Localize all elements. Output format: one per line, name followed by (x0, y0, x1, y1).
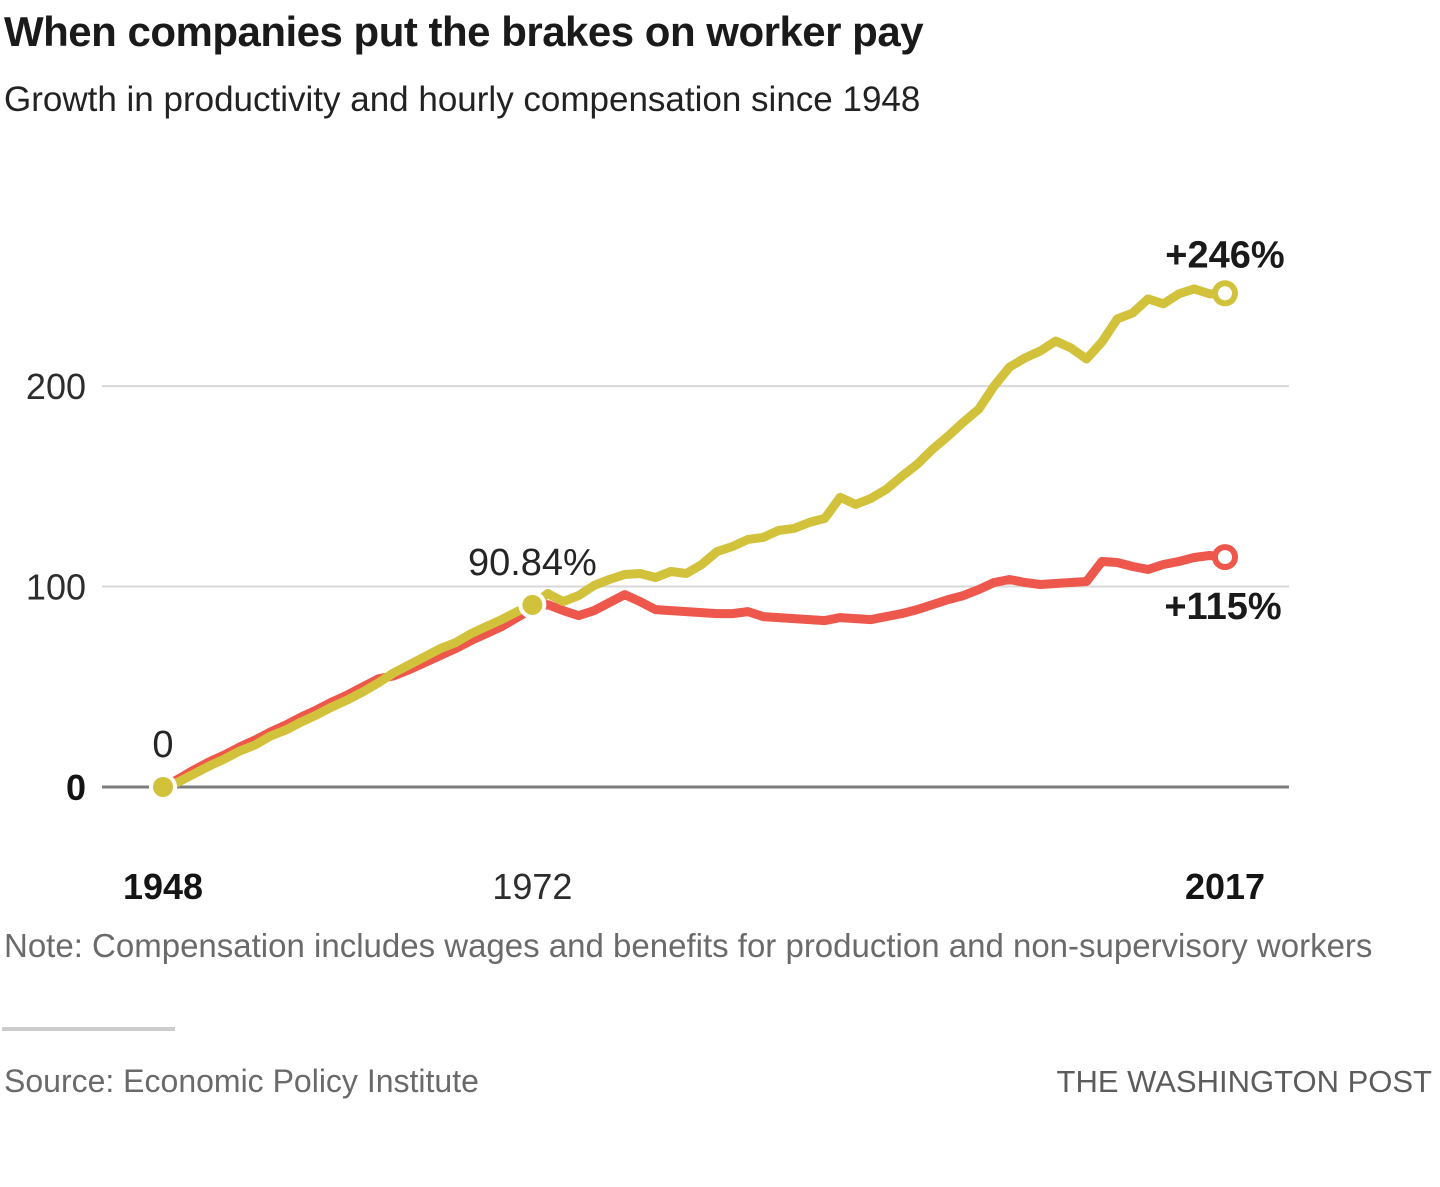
publisher-credit: THE WASHINGTON POST (1056, 1064, 1432, 1099)
footer-divider (2, 1027, 175, 1031)
source-row: Source: Economic Policy Institute THE WA… (4, 1063, 1432, 1100)
productivity-marker-dot-1972 (522, 594, 543, 615)
chart-subtitle: Growth in productivity and hourly compen… (4, 80, 921, 119)
x-tick-label-1972: 1972 (492, 866, 572, 907)
source-text: Source: Economic Policy Institute (4, 1063, 479, 1099)
line-chart: 0 100 200 1948 1972 2017 0 90.84% +246% +115% (26, 234, 1289, 907)
annotation-115: +115% (1164, 586, 1281, 628)
x-tick-label-2017: 2017 (1185, 866, 1265, 907)
y-tick-label-0: 0 (66, 767, 86, 808)
hourly_compensation-line (158, 551, 1230, 792)
productivity-marker-dot-1948 (153, 777, 173, 797)
productivity-end-circle (1212, 280, 1238, 307)
y-tick-label-200: 200 (26, 366, 86, 407)
productivity-line (158, 284, 1230, 792)
chart-note: Note: Compensation includes wages and be… (4, 927, 1373, 964)
page-title: When companies put the brakes on worker … (4, 8, 924, 55)
annotation-0: 0 (152, 724, 173, 766)
y-tick-label-100: 100 (26, 567, 86, 608)
annotation-246: +246% (1165, 234, 1284, 276)
x-tick-label-1948: 1948 (123, 866, 203, 907)
hourly_compensation-end-circle (1212, 544, 1238, 571)
annotation-9084: 90.84% (468, 542, 597, 584)
